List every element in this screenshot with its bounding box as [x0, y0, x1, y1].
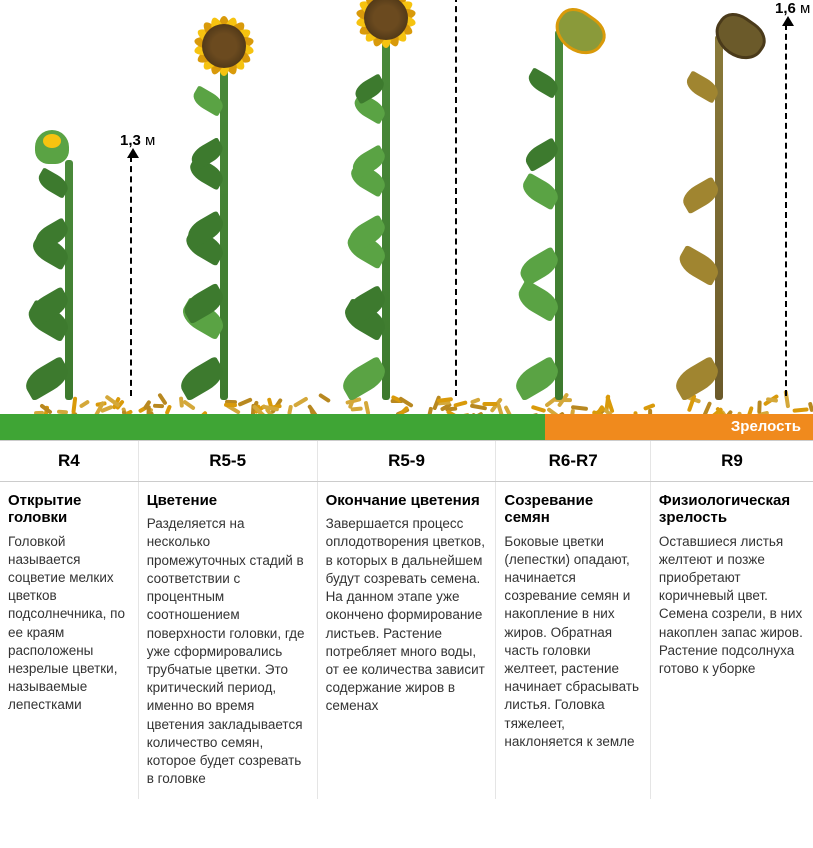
stage-text: Оставшиеся листья желтеют и позже приобр… — [659, 534, 803, 677]
stage-code: R4 — [0, 441, 138, 482]
illustration-area: Зрелость 1,3 м 1,7 м 1,6 м — [0, 0, 813, 440]
timeline-maturity: Зрелость — [545, 414, 813, 440]
stage-code: R6-R7 — [496, 441, 650, 482]
maturity-label: Зрелость — [731, 414, 801, 440]
stage-codes-row: R4R5-5R5-9R6-R7R9 — [0, 441, 813, 482]
stage-descriptions-row: Открытие головки Головкой называется соцв… — [0, 482, 813, 799]
stage-code: R5-9 — [317, 441, 496, 482]
stage-cell: Открытие головки Головкой называется соцв… — [0, 482, 138, 799]
sunflower-plant — [65, 160, 73, 400]
stage-code: R9 — [650, 441, 813, 482]
stage-title: Окончание цветения — [326, 492, 488, 509]
stage-cell: Цветение Разделяется на несколько промежу… — [138, 482, 317, 799]
sunflower-plant — [382, 20, 390, 400]
timeline-growth — [0, 414, 545, 440]
stage-text: Головкой называется соцветие мелких цвет… — [8, 534, 125, 713]
height-indicator: 1,7 м — [455, 0, 457, 396]
height-indicator: 1,3 м — [130, 156, 132, 396]
stage-title: Созревание семян — [504, 492, 641, 527]
height-indicator: 1,6 м — [785, 24, 787, 396]
stage-title: Открытие головки — [8, 492, 130, 527]
stage-title: Цветение — [147, 492, 309, 509]
sunflower-plant — [220, 48, 228, 400]
sunflower-plant — [555, 30, 563, 400]
stage-text: Разделяется на несколько промежуточных с… — [147, 516, 305, 786]
stage-cell: Физиологическая зрелость Оставшиеся листь… — [650, 482, 813, 799]
stage-cell: Окончание цветения Завершается процесс оп… — [317, 482, 496, 799]
stage-text: Боковые цветки (лепестки) опадают, начин… — [504, 534, 639, 749]
stage-text: Завершается процесс оплодотворения цветк… — [326, 516, 485, 713]
timeline-bar: Зрелость — [0, 414, 813, 440]
infographic: Зрелость 1,3 м 1,7 м 1,6 м R4R5-5R5-9R6-R7… — [0, 0, 813, 799]
sunflower-plant — [715, 35, 723, 400]
stage-cell: Созревание семян Боковые цветки (лепестки… — [496, 482, 650, 799]
stages-table: R4R5-5R5-9R6-R7R9 Открытие головки Головк… — [0, 440, 813, 799]
stage-title: Физиологическая зрелость — [659, 492, 805, 527]
stage-code: R5-5 — [138, 441, 317, 482]
